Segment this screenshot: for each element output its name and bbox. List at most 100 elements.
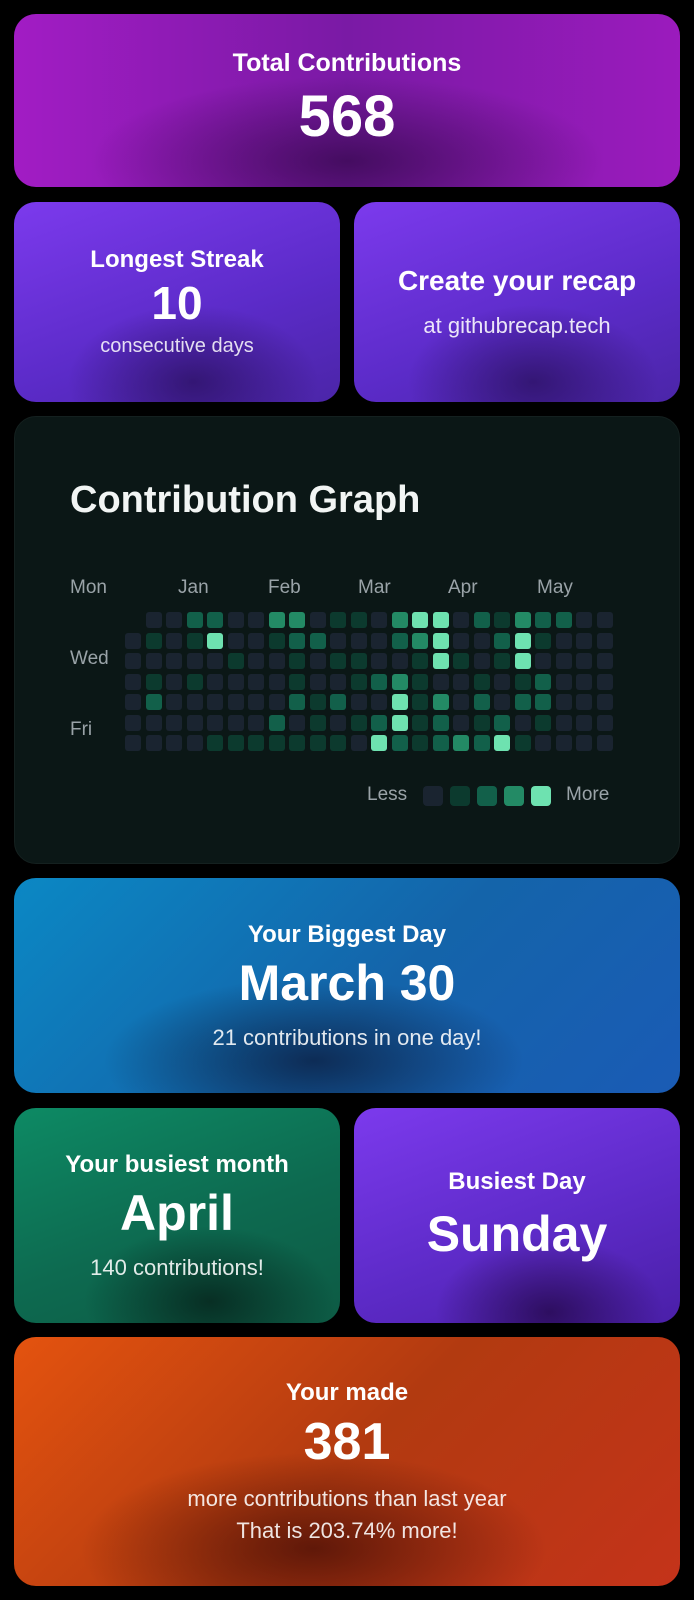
contribution-cell[interactable] xyxy=(125,714,141,731)
contribution-cell[interactable] xyxy=(473,632,490,649)
contribution-cell[interactable] xyxy=(289,735,305,751)
contribution-cell[interactable] xyxy=(330,612,346,628)
contribution-cell[interactable] xyxy=(330,694,346,710)
contribution-cell[interactable] xyxy=(289,612,305,628)
contribution-cell[interactable] xyxy=(186,632,203,649)
contribution-cell[interactable] xyxy=(166,714,182,731)
contribution-cell[interactable] xyxy=(596,612,613,628)
contribution-cell[interactable] xyxy=(412,714,428,731)
create-recap-card[interactable]: Create your recap at githubrecap.tech xyxy=(354,202,680,402)
contribution-cell[interactable] xyxy=(166,612,182,628)
contribution-cell[interactable] xyxy=(145,714,162,731)
contribution-cell[interactable] xyxy=(432,632,449,649)
contribution-cell[interactable] xyxy=(268,673,285,690)
contribution-cell[interactable] xyxy=(309,612,326,628)
contribution-cell[interactable] xyxy=(145,612,162,628)
contribution-cell[interactable] xyxy=(535,694,551,710)
contribution-cell[interactable] xyxy=(596,673,613,690)
contribution-cell[interactable] xyxy=(371,653,387,669)
contribution-cell[interactable] xyxy=(125,653,141,669)
contribution-cell[interactable] xyxy=(227,612,244,628)
contribution-cell[interactable] xyxy=(494,632,510,649)
contribution-cell[interactable] xyxy=(555,653,572,669)
contribution-cell[interactable] xyxy=(453,714,469,731)
contribution-cell[interactable] xyxy=(596,735,613,751)
create-recap-link[interactable]: at githubrecap.tech xyxy=(423,313,611,338)
contribution-cell[interactable] xyxy=(453,612,469,628)
contribution-cell[interactable] xyxy=(186,735,203,751)
contribution-cell[interactable] xyxy=(453,694,469,710)
contribution-cell[interactable] xyxy=(555,694,572,710)
contribution-cell[interactable] xyxy=(125,694,141,710)
contribution-cell[interactable] xyxy=(514,694,531,710)
contribution-cell[interactable] xyxy=(227,714,244,731)
contribution-cell[interactable] xyxy=(596,714,613,731)
contribution-cell[interactable] xyxy=(412,735,428,751)
contribution-cell[interactable] xyxy=(227,694,244,710)
contribution-cell[interactable] xyxy=(494,673,510,690)
contribution-cell[interactable] xyxy=(432,735,449,751)
contribution-cell[interactable] xyxy=(412,673,428,690)
contribution-cell[interactable] xyxy=(289,632,305,649)
contribution-cell[interactable] xyxy=(268,694,285,710)
contribution-cell[interactable] xyxy=(309,714,326,731)
contribution-cell[interactable] xyxy=(248,694,264,710)
contribution-cell[interactable] xyxy=(145,653,162,669)
contribution-cell[interactable] xyxy=(514,653,531,669)
contribution-cell[interactable] xyxy=(473,714,490,731)
contribution-cell[interactable] xyxy=(145,632,162,649)
contribution-cell[interactable] xyxy=(289,694,305,710)
contribution-cell[interactable] xyxy=(145,673,162,690)
contribution-cell[interactable] xyxy=(576,735,592,751)
contribution-cell[interactable] xyxy=(535,735,551,751)
contribution-cell[interactable] xyxy=(330,653,346,669)
contribution-cell[interactable] xyxy=(494,653,510,669)
contribution-cell[interactable] xyxy=(330,673,346,690)
contribution-cell[interactable] xyxy=(453,632,469,649)
contribution-cell[interactable] xyxy=(596,694,613,710)
contribution-cell[interactable] xyxy=(248,653,264,669)
contribution-cell[interactable] xyxy=(555,612,572,628)
contribution-cell[interactable] xyxy=(514,673,531,690)
contribution-cell[interactable] xyxy=(412,694,428,710)
contribution-cell[interactable] xyxy=(350,612,367,628)
contribution-cell[interactable] xyxy=(473,673,490,690)
contribution-cell[interactable] xyxy=(576,612,592,628)
contribution-cell[interactable] xyxy=(186,694,203,710)
contribution-cell[interactable] xyxy=(268,632,285,649)
contribution-cell[interactable] xyxy=(227,653,244,669)
contribution-cell[interactable] xyxy=(125,673,141,690)
contribution-cell[interactable] xyxy=(555,714,572,731)
contribution-cell[interactable] xyxy=(453,673,469,690)
contribution-cell[interactable] xyxy=(371,714,387,731)
contribution-cell[interactable] xyxy=(248,632,264,649)
contribution-cell[interactable] xyxy=(514,735,531,751)
contribution-cell[interactable] xyxy=(494,612,510,628)
contribution-cell[interactable] xyxy=(473,694,490,710)
contribution-cell[interactable] xyxy=(309,632,326,649)
contribution-cell[interactable] xyxy=(391,714,408,731)
contribution-cell[interactable] xyxy=(432,653,449,669)
contribution-cell[interactable] xyxy=(596,653,613,669)
contribution-cell[interactable] xyxy=(576,673,592,690)
contribution-cell[interactable] xyxy=(268,612,285,628)
contribution-cell[interactable] xyxy=(248,612,264,628)
contribution-cell[interactable] xyxy=(535,612,551,628)
contribution-cell[interactable] xyxy=(432,612,449,628)
contribution-cell[interactable] xyxy=(555,673,572,690)
contribution-cell[interactable] xyxy=(494,694,510,710)
contribution-cell[interactable] xyxy=(371,735,387,751)
contribution-cell[interactable] xyxy=(145,735,162,751)
contribution-cell[interactable] xyxy=(166,694,182,710)
contribution-cell[interactable] xyxy=(494,714,510,731)
contribution-cell[interactable] xyxy=(166,735,182,751)
contribution-cell[interactable] xyxy=(330,632,346,649)
contribution-cell[interactable] xyxy=(309,735,326,751)
contribution-cell[interactable] xyxy=(248,735,264,751)
contribution-cell[interactable] xyxy=(350,632,367,649)
contribution-cell[interactable] xyxy=(207,612,223,628)
contribution-cell[interactable] xyxy=(186,714,203,731)
contribution-cell[interactable] xyxy=(207,714,223,731)
contribution-cell[interactable] xyxy=(371,694,387,710)
contribution-cell[interactable] xyxy=(207,694,223,710)
